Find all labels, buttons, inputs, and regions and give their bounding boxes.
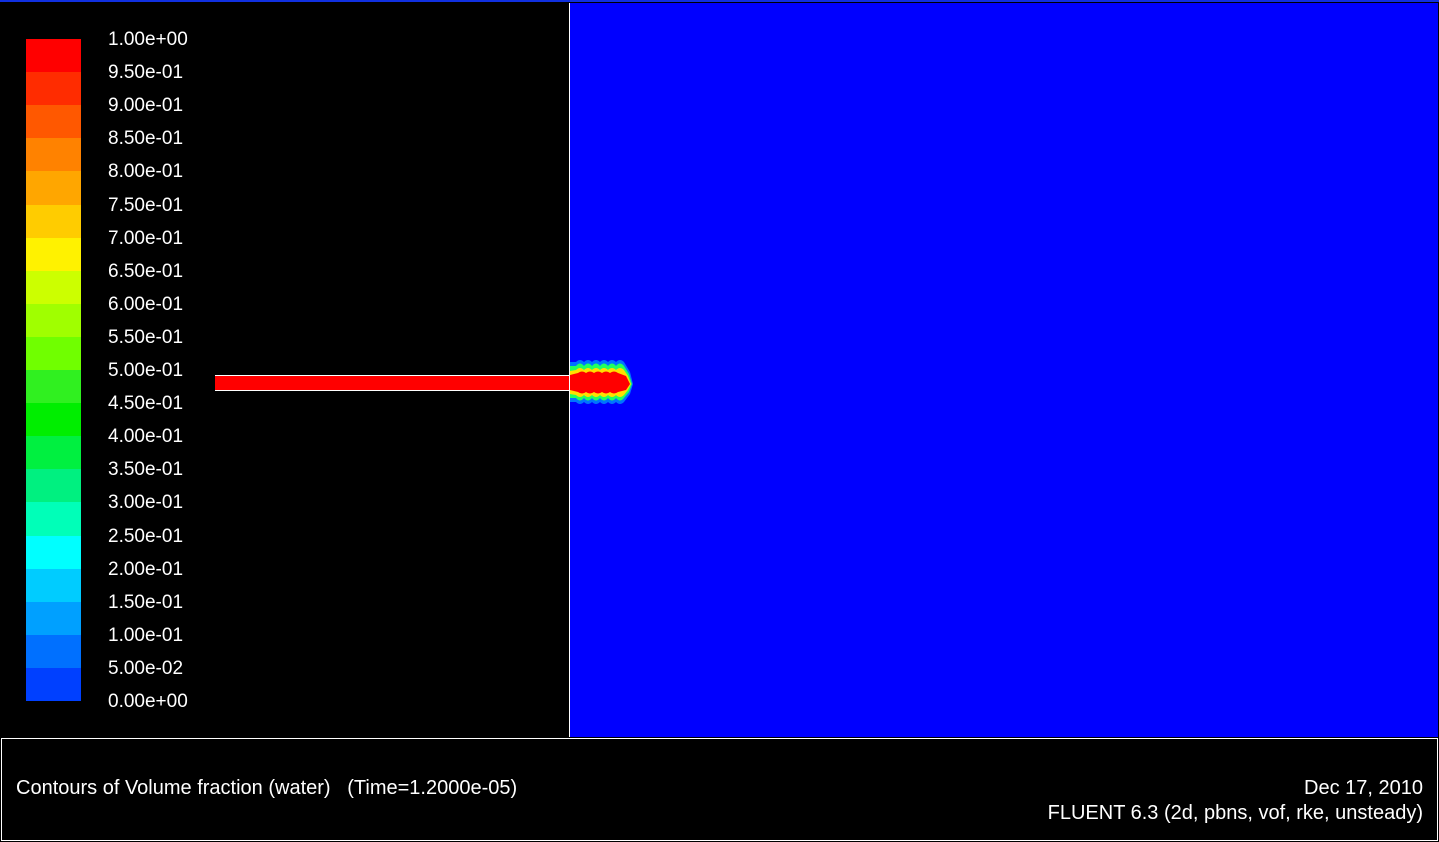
colorbar-tick-label: 5.00e-02 — [108, 657, 184, 679]
colorbar-band — [26, 138, 81, 172]
colorbar-band — [26, 336, 81, 371]
plot-title: Contours of Volume fraction (water) (Tim… — [16, 777, 518, 799]
colorbar-band — [26, 270, 81, 305]
colorbar-tick-label: 9.50e-01 — [108, 62, 184, 84]
colorbar-tick-label: 1.00e-01 — [108, 624, 184, 646]
colorbar-band — [26, 303, 81, 338]
flow-domain — [569, 3, 1438, 737]
colorbar-tick-label: 2.00e-01 — [108, 558, 184, 580]
colorbar-band — [26, 171, 81, 205]
plot-date: Dec 17, 2010 — [1304, 777, 1423, 799]
nozzle-jet — [215, 375, 569, 391]
colorbar-tick-label: 7.00e-01 — [108, 227, 184, 249]
colorbar-tick-label: 6.50e-01 — [108, 260, 184, 282]
solver-info: FLUENT 6.3 (2d, pbns, vof, rke, unsteady… — [1047, 802, 1423, 824]
colorbar-tick-label: 1.50e-01 — [108, 591, 184, 613]
colorbar-tick-label: 5.50e-01 — [108, 326, 184, 348]
colorbar-band — [26, 72, 81, 106]
colorbar — [26, 39, 81, 702]
colorbar-band — [26, 370, 81, 404]
colorbar-tick-label: 2.50e-01 — [108, 525, 184, 547]
colorbar-tick-label: 9.00e-01 — [108, 95, 184, 117]
colorbar-tick-label: 7.50e-01 — [108, 194, 184, 216]
colorbar-band — [26, 634, 81, 669]
colorbar-tick-label: 4.00e-01 — [108, 426, 184, 448]
colorbar-tick-label: 8.50e-01 — [108, 128, 184, 150]
colorbar-band — [26, 568, 81, 603]
jet-core — [570, 371, 630, 394]
window-top-border — [0, 0, 1439, 2]
colorbar-band — [26, 436, 81, 470]
colorbar-tick-label: 3.00e-01 — [108, 492, 184, 514]
colorbar-tick-label: 8.00e-01 — [108, 161, 184, 183]
colorbar-band — [26, 535, 81, 570]
colorbar-tick-label: 3.50e-01 — [108, 459, 184, 481]
colorbar-band — [26, 601, 81, 636]
plot-caption-panel: Contours of Volume fraction (water) (Tim… — [1, 738, 1438, 841]
colorbar-band — [26, 105, 81, 139]
colorbar-band — [26, 469, 81, 503]
colorbar-band — [26, 667, 81, 702]
colorbar-band — [26, 237, 81, 272]
colorbar-tick-label: 0.00e+00 — [108, 691, 188, 712]
colorbar-tick-label: 4.50e-01 — [108, 393, 184, 415]
colorbar-band — [26, 39, 81, 73]
jet-front — [570, 360, 633, 404]
colorbar-tick-label: 1.00e+00 — [108, 29, 188, 50]
colorbar-tick-label: 6.00e-01 — [108, 293, 184, 315]
colorbar-tick-label: 5.00e-01 — [108, 360, 184, 381]
colorbar-band — [26, 403, 81, 437]
colorbar-band — [26, 502, 81, 536]
colorbar-band — [26, 204, 81, 239]
